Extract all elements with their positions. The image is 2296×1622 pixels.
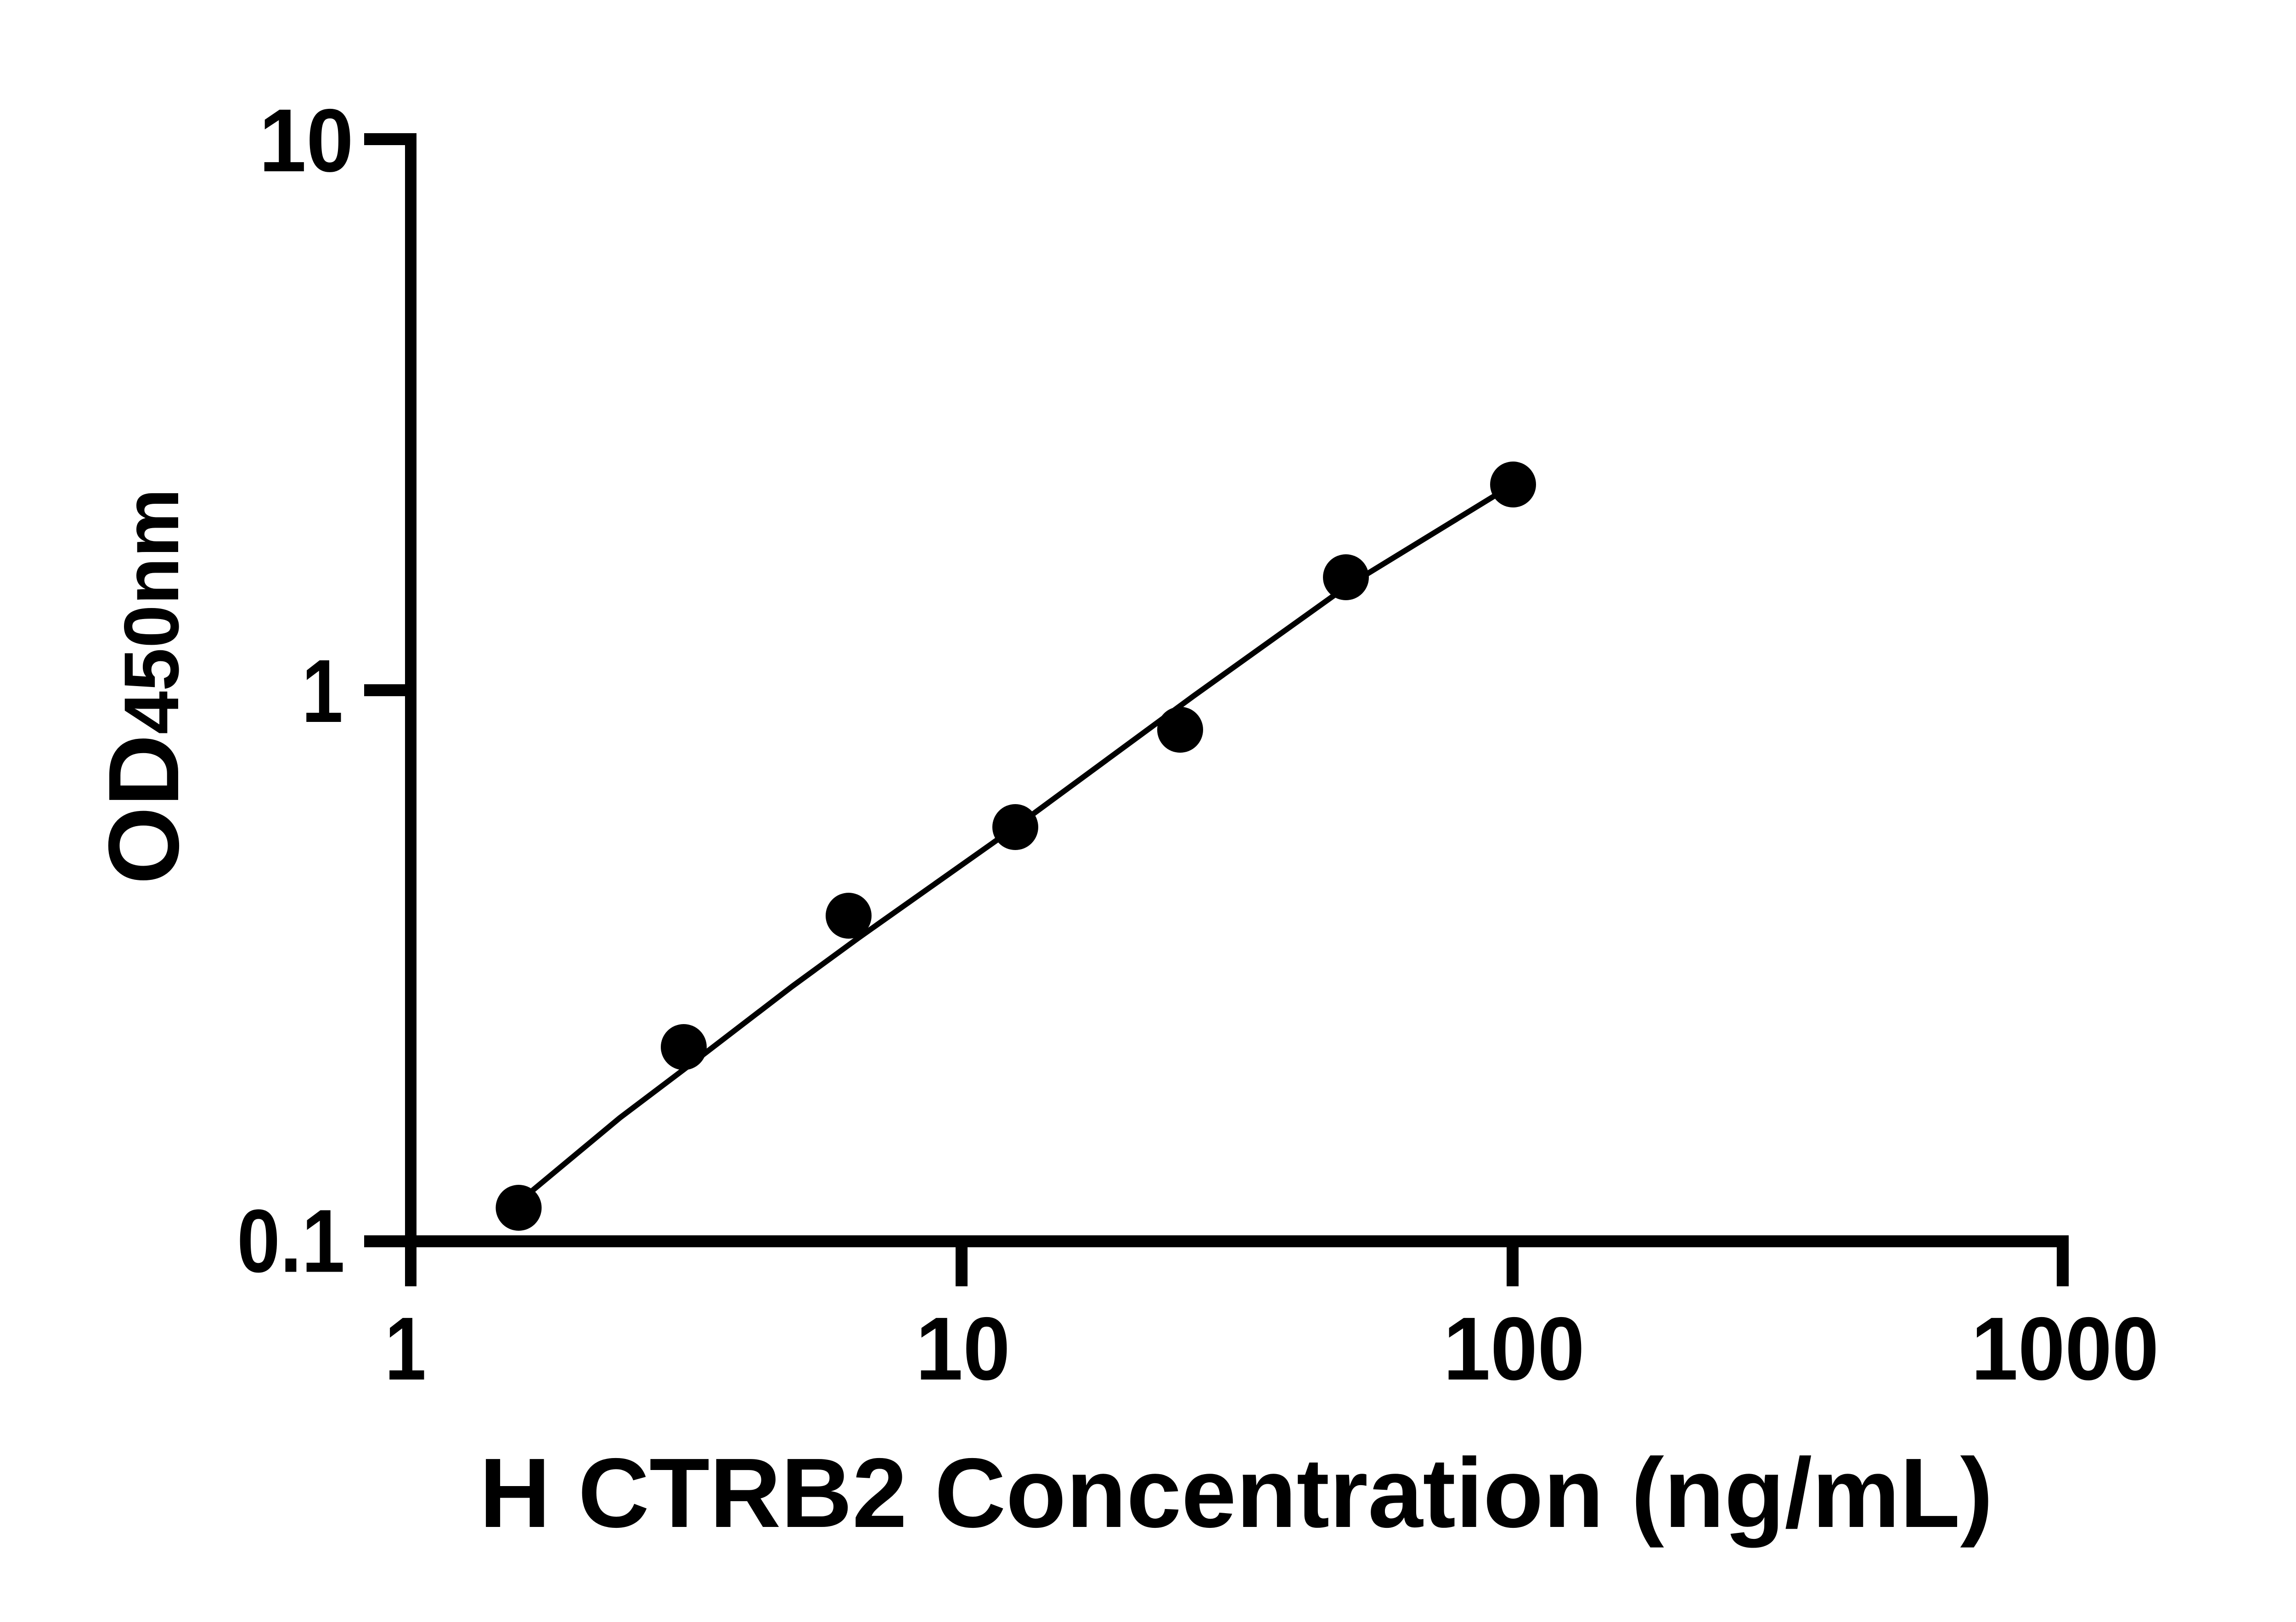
svg-text:0.1: 0.1 (237, 1191, 345, 1291)
svg-text:1000: 1000 (1971, 1299, 2159, 1399)
svg-text:1: 1 (302, 641, 343, 741)
svg-text:1: 1 (385, 1299, 426, 1399)
svg-text:10: 10 (259, 90, 354, 191)
svg-text:OD450nm: OD450nm (88, 489, 200, 884)
svg-text:100: 100 (1443, 1299, 1585, 1399)
svg-text:10: 10 (916, 1299, 1010, 1399)
svg-text:H CTRB2 Concentration (ng/mL): H CTRB2 Concentration (ng/mL) (479, 1437, 1993, 1548)
